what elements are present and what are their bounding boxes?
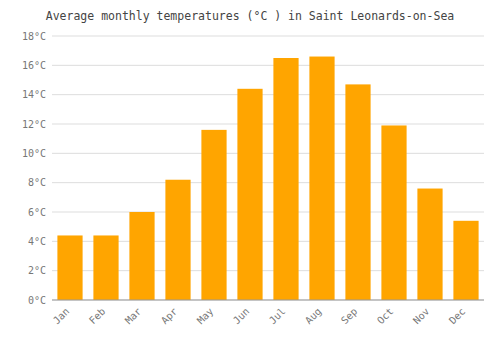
y-tick-label: 14°C (22, 89, 46, 100)
x-tick-label: Apr (159, 306, 180, 327)
bar (93, 235, 118, 300)
y-tick-label: 4°C (28, 236, 46, 247)
bar (381, 125, 406, 300)
x-tick-label: Jun (231, 306, 252, 327)
bar (129, 212, 154, 300)
bar (237, 89, 262, 300)
grid-line (52, 182, 484, 183)
grid-line (52, 94, 484, 95)
bar (201, 130, 226, 300)
x-tick-labels: Jan Feb Mar Apr May Jun Jul Aug Sep Oct Nov Dec (51, 306, 468, 327)
grid-line (52, 124, 484, 125)
x-tick-label: Aug (303, 306, 324, 327)
y-grid (52, 36, 484, 300)
x-tick-label: Dec (447, 306, 468, 327)
bar (453, 221, 478, 300)
x-tick-label: Oct (375, 306, 396, 327)
bar (57, 235, 82, 300)
y-tick-label: 2°C (28, 265, 46, 276)
grid-line (52, 65, 484, 66)
chart-title: Average monthly temperatures (°C ) in Sa… (46, 9, 455, 23)
x-tick-label: Jul (267, 306, 288, 327)
bar (345, 84, 370, 300)
chart-svg: Average monthly temperatures (°C ) in Sa… (0, 0, 500, 350)
grid-line (52, 153, 484, 154)
x-tick-label: Feb (87, 306, 108, 327)
x-axis-line (52, 300, 484, 301)
bar (417, 189, 442, 300)
bar (309, 57, 334, 300)
y-tick-labels: 0°C 2°C 4°C 6°C 8°C 10°C 12°C 14°C 16°C 18°C (22, 31, 46, 306)
y-tick-label: 8°C (28, 177, 46, 188)
y-tick-label: 12°C (22, 119, 46, 130)
x-tick-label: Sep (339, 306, 360, 327)
x-tick-label: May (195, 306, 216, 327)
chart-container: Average monthly temperatures (°C ) in Sa… (0, 0, 500, 350)
y-tick-label: 18°C (22, 31, 46, 42)
grid-line (52, 36, 484, 37)
bar (165, 180, 190, 300)
y-tick-label: 6°C (28, 207, 46, 218)
x-tick-label: Mar (123, 306, 144, 327)
y-tick-label: 0°C (28, 295, 46, 306)
x-tick-label: Jan (51, 306, 72, 327)
background (0, 0, 500, 350)
bar (273, 58, 298, 300)
y-tick-label: 16°C (22, 60, 46, 71)
y-tick-label: 10°C (22, 148, 46, 159)
grid-line (52, 300, 484, 301)
bars (57, 57, 478, 300)
x-tick-label: Nov (411, 306, 432, 327)
